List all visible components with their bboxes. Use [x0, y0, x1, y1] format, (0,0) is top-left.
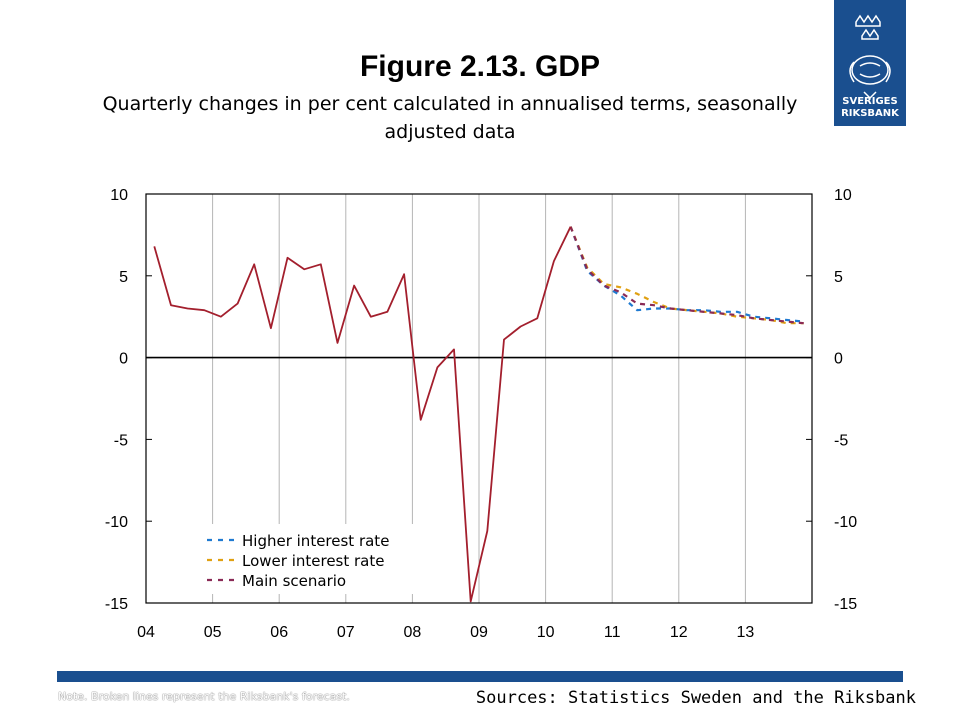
logo-line-2: RIKSBANK: [841, 108, 899, 119]
y-tick-label-right: -5: [834, 432, 848, 449]
plot-frame: [145, 193, 813, 604]
x-tick-label: 12: [670, 624, 688, 641]
axes-layer: 10 10 5 5 0 0 -5 -5 -10 -10 -15 -15 04 05 06 07 08 09 10 11…: [105, 187, 857, 641]
sources-text: Sources: Statistics Sweden and the Riksb…: [475, 688, 916, 708]
x-tick-label: 04: [137, 624, 155, 641]
y-tick-label-right: -10: [834, 514, 857, 531]
x-tick-label: 09: [470, 624, 488, 641]
series-line-higher-interest-rate: [569, 226, 804, 323]
x-tick-label: 11: [604, 624, 621, 641]
riksbank-logo: SVERIGES RIKSBANK: [834, 0, 906, 126]
series-line-outcome: [153, 226, 572, 603]
series-layer: [153, 226, 804, 603]
legend-entry-label: Higher interest rate: [242, 532, 389, 550]
y-tick-label-left: 0: [119, 351, 128, 368]
y-tick-label-right: 0: [834, 351, 843, 368]
legend-entry-label: Lower interest rate: [242, 552, 385, 570]
series-line-lower-interest-rate: [569, 226, 804, 325]
x-tick-label: 07: [337, 624, 355, 641]
x-tick-label: 10: [537, 624, 555, 641]
logo-line-1: SVERIGES: [842, 96, 898, 107]
y-tick-label-right: 5: [834, 269, 843, 286]
y-tick-label-right: 10: [834, 187, 852, 204]
footer-bar: [57, 671, 903, 682]
x-tick-label: 06: [270, 624, 288, 641]
x-tick-label: 05: [204, 624, 222, 641]
forecast-note: Note. Broken lines represent the Riksban…: [58, 690, 350, 703]
chart-subtitle: Quarterly changes in per cent calculated…: [102, 93, 798, 143]
series-line-main-scenario: [569, 226, 804, 325]
x-tick-label: 08: [404, 624, 422, 641]
crown-seal-icon: [849, 14, 891, 100]
legend-entry-label: Main scenario: [242, 572, 346, 590]
legend-background: [196, 524, 426, 594]
chart-title: Figure 2.13. GDP: [359, 50, 601, 83]
y-tick-label-left: -15: [105, 596, 128, 613]
legend: Higher interest rate Lower interest rate M…: [196, 524, 426, 594]
y-tick-label-left: 5: [119, 269, 128, 286]
y-tick-label-left: 10: [110, 187, 128, 204]
y-tick-label-left: -10: [105, 514, 128, 531]
y-tick-label-right: -15: [834, 596, 857, 613]
x-tick-label: 13: [737, 624, 755, 641]
y-tick-label-left: -5: [114, 432, 128, 449]
